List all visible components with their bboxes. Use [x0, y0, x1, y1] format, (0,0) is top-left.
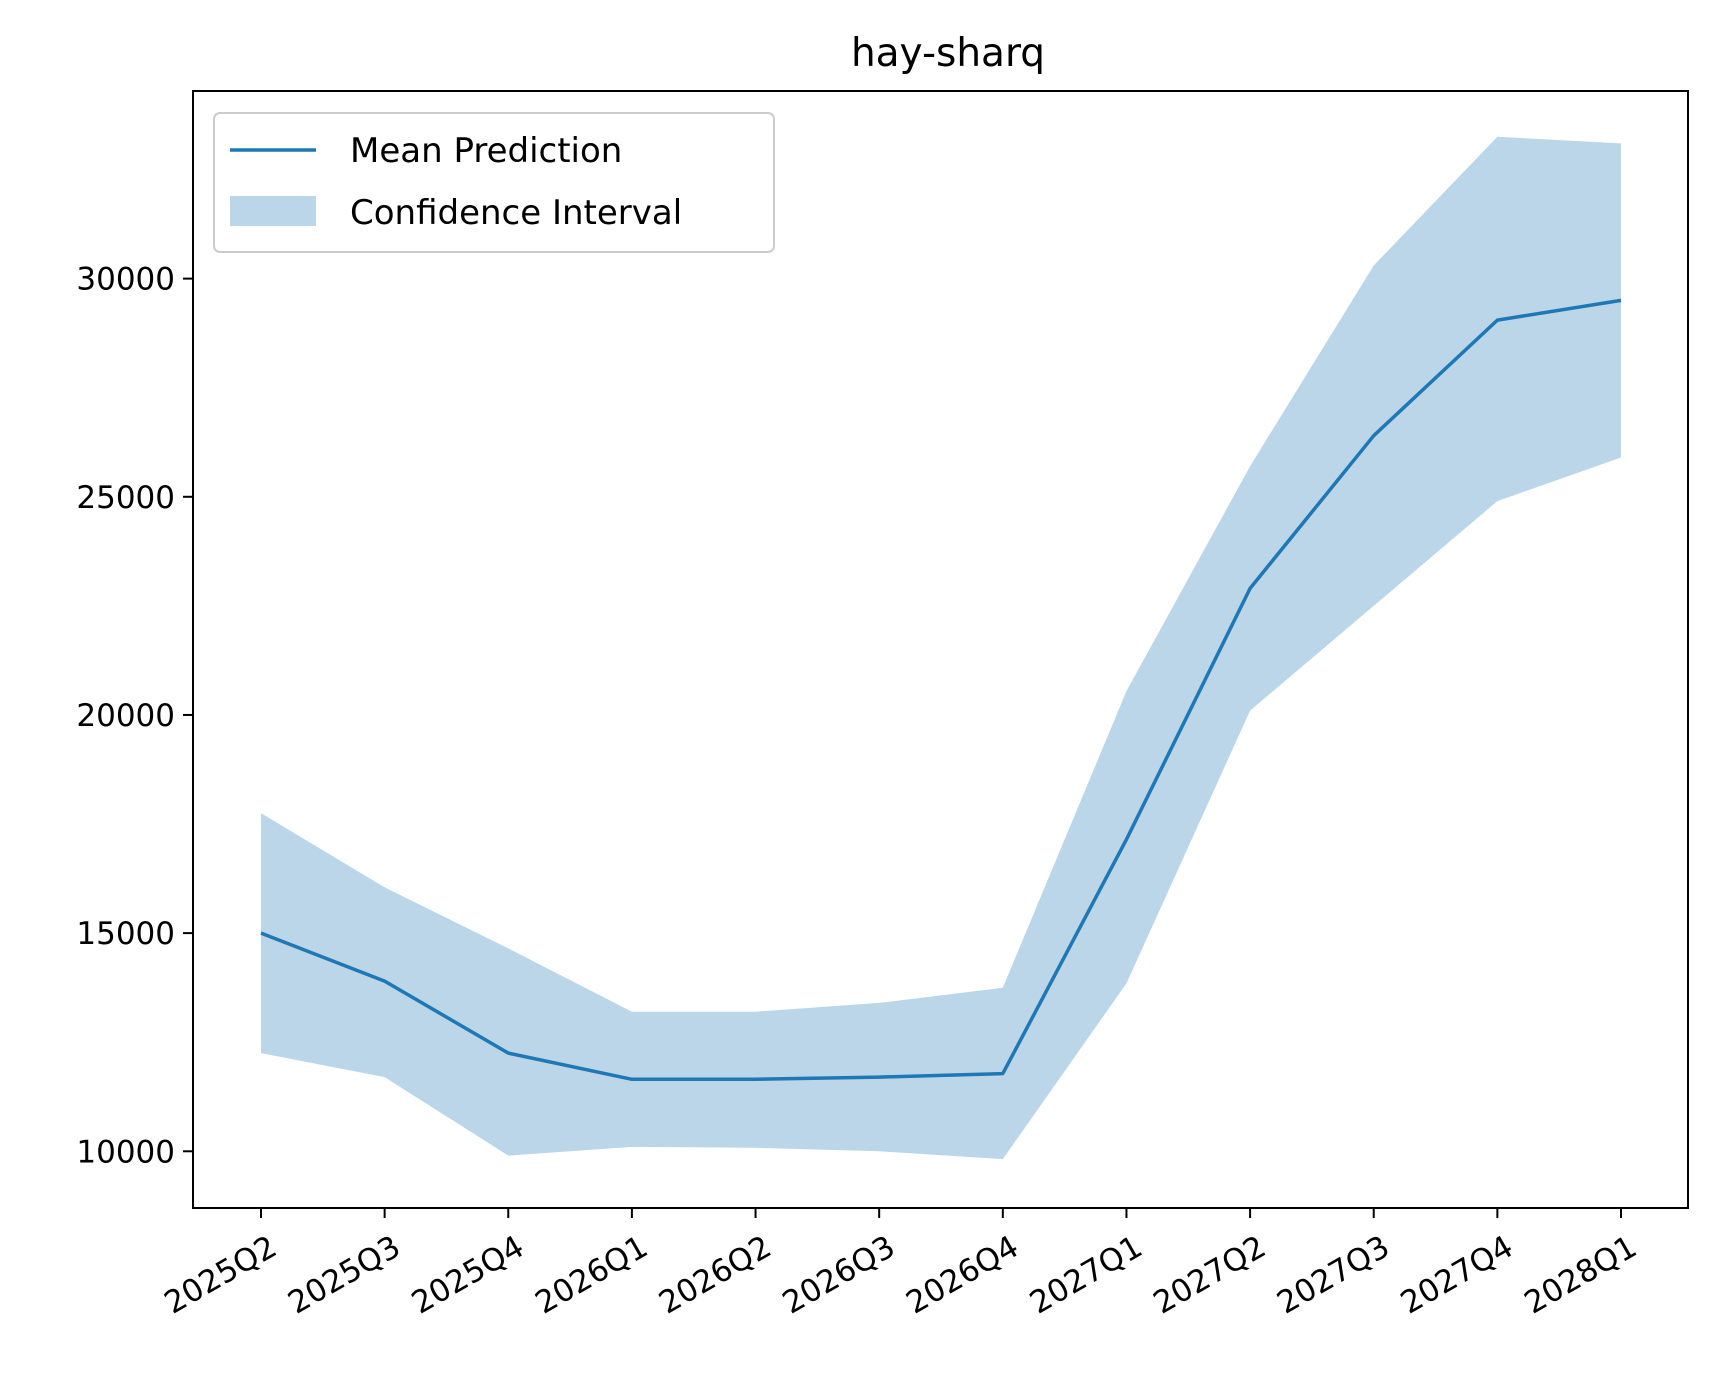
- y-tick-label: 25000: [76, 480, 175, 516]
- mean-prediction-line: [260, 298, 1622, 1082]
- y-tick-label: 30000: [76, 262, 175, 298]
- y-tick-label: 15000: [76, 916, 175, 952]
- legend-box: [213, 112, 775, 253]
- confidence-band: [261, 136, 1621, 1160]
- y-tick-label: 10000: [76, 1134, 175, 1170]
- plot-frame: [192, 90, 1689, 1209]
- y-tick-label: 20000: [76, 698, 175, 734]
- legend-label-mean: Mean Prediction: [350, 131, 622, 171]
- chart-title: hay-sharq: [851, 31, 1045, 76]
- legend-swatch-band: [230, 196, 316, 226]
- legend-label-band: Confidence Interval: [350, 193, 682, 233]
